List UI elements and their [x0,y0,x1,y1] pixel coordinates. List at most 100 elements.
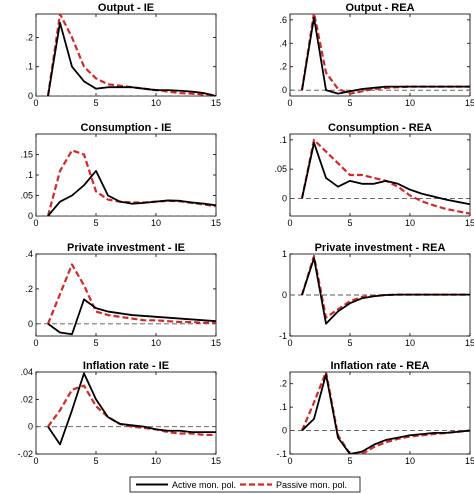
x-tick-label: 5 [93,218,98,228]
series-line-active [47,21,216,96]
axes-frame [35,133,217,217]
x-tick-label: 5 [347,456,352,466]
y-tick-label: 0 [28,211,33,221]
y-tick-label: .1 [279,135,287,145]
plot-area [290,138,470,215]
y-tick-label: 0 [28,91,33,101]
y-tick-label: .2 [279,379,287,389]
series-line-active [301,373,470,454]
plot-area [36,149,216,216]
y-tick-label: .4 [279,38,287,48]
y-tick-label: 0 [28,422,33,432]
x-tick-label: 10 [151,218,161,228]
panel-title: Consumption - REA [328,122,432,134]
x-tick-label: 10 [151,338,161,348]
y-tick-label: 0 [28,319,33,329]
y-tick-label: 0 [282,85,287,95]
x-tick-label: 5 [93,456,98,466]
series-line-active [301,141,470,206]
y-tick-label: .05 [274,164,287,174]
series-line-active [47,372,216,446]
series-line-active [47,298,216,336]
x-tick-label: 15 [465,218,474,228]
panel-title: Inflation rate - IE [83,360,169,372]
plot-area [36,14,216,96]
x-tick-label: 0 [287,98,292,108]
panel-title: Output - REA [345,2,414,14]
series-line-active [301,257,470,325]
x-tick-label: 5 [347,218,352,228]
series-line-passive [46,263,216,325]
x-tick-label: 15 [465,456,474,466]
x-tick-label: 10 [405,98,415,108]
axes-frame [289,133,471,217]
panel-4: Consumption - REA 0 5 10 15 0 .05 .1 [274,122,474,228]
y-tick-label: .02 [20,394,33,404]
x-tick-label: 5 [347,98,352,108]
x-tick-label: 5 [347,338,352,348]
panel-1: Output - IE 0 5 10 15 0 .1 .2 [25,2,221,108]
x-tick-label: 10 [405,456,415,466]
y-tick-label: 0 [282,193,287,203]
x-tick-label: 15 [465,338,474,348]
panel-3: Consumption - IE 0 5 10 15 0 .05 .1 .15 [20,122,221,228]
panel-title: Private investment - IE [67,242,185,254]
x-tick-label: 15 [211,338,221,348]
series-line-passive [47,384,216,436]
x-tick-label: 10 [151,456,161,466]
y-tick-label: .1 [25,62,33,72]
legend: Active mon. pol. Passive mon. pol. [129,476,361,493]
plot-area [290,254,470,325]
x-tick-label: 0 [287,338,292,348]
x-tick-label: 0 [33,218,38,228]
y-tick-label: .4 [25,249,33,259]
y-tick-label: .1 [279,402,287,412]
series-line-active [47,169,216,216]
x-tick-label: 10 [405,338,415,348]
x-tick-label: 15 [465,98,474,108]
y-tick-label: -1 [279,331,287,341]
panel-title: Private investment - REA [315,242,446,254]
y-tick-label: .2 [279,62,287,72]
y-tick-label: .05 [20,191,33,201]
axes-frame [35,13,217,97]
x-tick-label: 10 [405,218,415,228]
panel-2: Output - REA 0 5 10 15 0 .2 .4 .6 [279,2,474,108]
y-tick-label: .1 [25,170,33,180]
x-tick-label: 0 [287,456,292,466]
y-tick-label: .15 [20,150,33,160]
panel-7: Inflation rate - IE0 5 10 15-.020.02.04 [17,360,221,466]
axes-frame [35,371,217,455]
legend-label-active: Active mon. pol. [172,480,236,490]
panel-5: Private investment - IE 0 5 10 15 0 .2 .4 [25,242,221,348]
y-tick-label: .2 [25,32,33,42]
y-tick-label: .2 [25,284,33,294]
x-tick-label: 0 [33,98,38,108]
x-tick-label: 15 [211,98,221,108]
series-line-passive [46,14,216,96]
y-tick-label: -.02 [17,449,33,459]
x-tick-label: 15 [211,218,221,228]
x-tick-label: 0 [33,338,38,348]
panel-title: Inflation rate - REA [330,360,429,372]
series-line-active [301,16,470,95]
x-tick-label: 5 [93,98,98,108]
panel-title: Output - IE [98,2,154,14]
y-tick-label: .6 [279,15,287,25]
x-tick-label: 0 [33,456,38,466]
plot-area [36,372,216,446]
x-tick-label: 5 [93,338,98,348]
plot-area [290,372,470,454]
plot-area [290,14,470,95]
plot-area [36,263,216,336]
legend-label-passive: Passive mon. pol. [276,480,347,490]
x-tick-label: 10 [151,98,161,108]
x-tick-label: 15 [211,456,221,466]
y-tick-label: -.1 [276,449,287,459]
panel-title: Consumption - IE [80,122,171,134]
y-tick-label: 1 [282,249,287,259]
